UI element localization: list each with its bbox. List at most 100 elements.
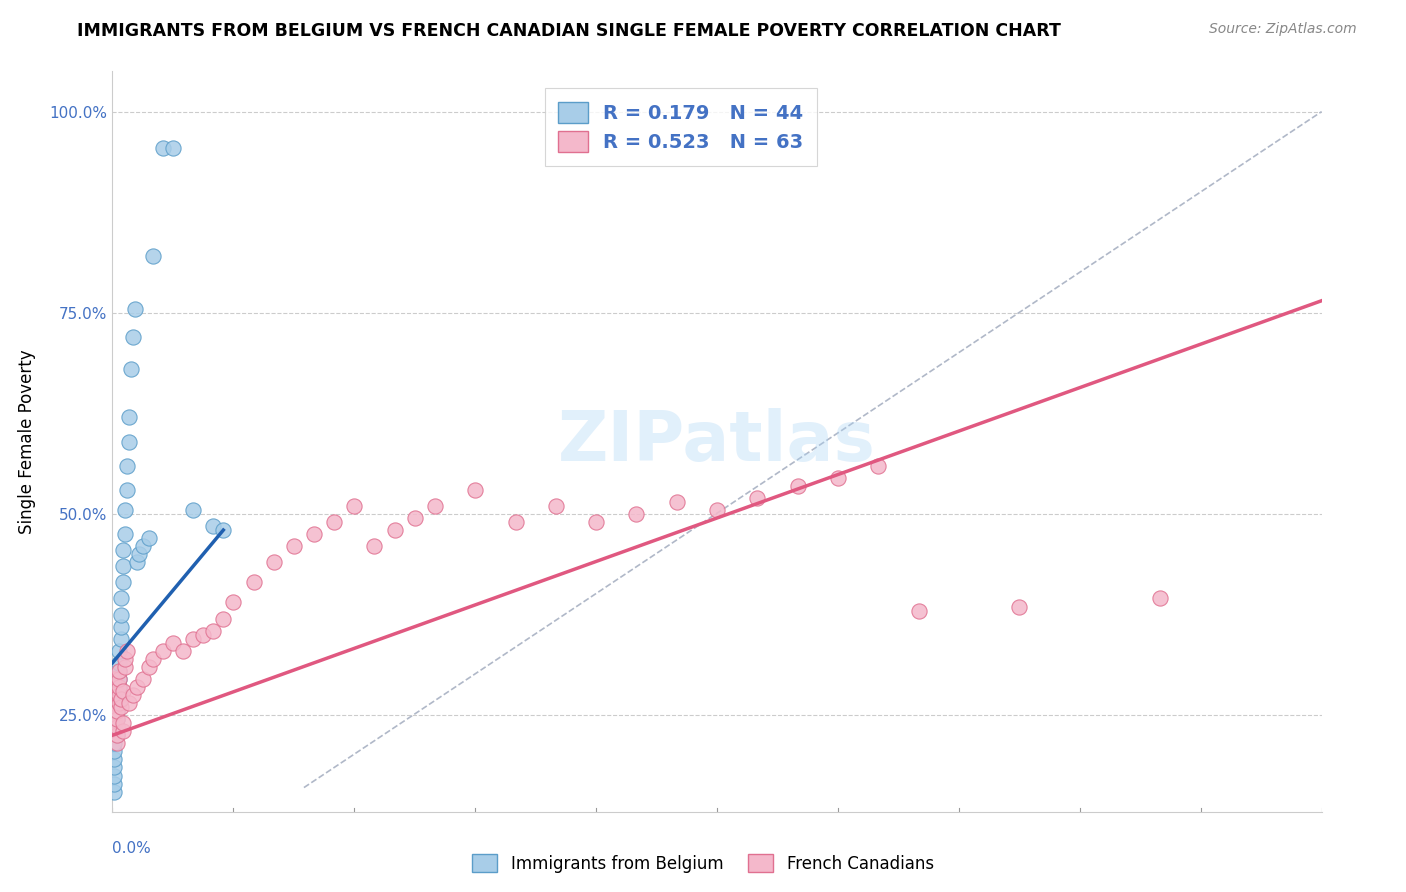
Point [107, 680, 129, 694]
Point [107, 672, 129, 686]
Point [103, 760, 125, 774]
Point [103, 720, 125, 734]
Point [132, 539, 155, 553]
Point [107, 672, 129, 686]
Text: ZIPatlas: ZIPatlas [558, 408, 876, 475]
Point [125, 555, 148, 569]
Point [706, 503, 728, 517]
Point [114, 527, 136, 541]
Point [181, 503, 204, 517]
Point [1008, 599, 1031, 614]
Point [103, 736, 125, 750]
Y-axis label: Single Female Poverty: Single Female Poverty [18, 350, 35, 533]
Point [404, 511, 426, 525]
Point [263, 555, 285, 569]
Point [115, 458, 138, 473]
Point [111, 716, 134, 731]
Point [132, 672, 155, 686]
Point [105, 720, 128, 734]
Point [363, 539, 385, 553]
Point [827, 471, 849, 485]
Point [786, 479, 808, 493]
Point [117, 696, 139, 710]
Point [110, 700, 132, 714]
Point [283, 539, 305, 553]
Point [142, 250, 165, 264]
Point [107, 656, 129, 670]
Point [747, 491, 769, 505]
Point [107, 664, 129, 678]
Point [105, 696, 128, 710]
Point [868, 458, 890, 473]
Point [152, 644, 174, 658]
Point [585, 515, 607, 529]
Point [138, 660, 160, 674]
Point [105, 688, 128, 702]
Point [105, 720, 128, 734]
Point [105, 712, 128, 726]
Point [111, 575, 134, 590]
Point [103, 672, 125, 686]
Point [110, 591, 132, 606]
Point [103, 696, 125, 710]
Point [103, 704, 125, 718]
Point [121, 330, 143, 344]
Point [384, 523, 406, 537]
Point [103, 752, 125, 766]
Point [107, 696, 129, 710]
Text: Source: ZipAtlas.com: Source: ZipAtlas.com [1209, 22, 1357, 37]
Point [162, 141, 184, 155]
Point [105, 704, 128, 718]
Point [107, 664, 129, 678]
Point [1149, 591, 1171, 606]
Point [107, 644, 129, 658]
Point [114, 652, 136, 666]
Point [111, 724, 134, 739]
Point [103, 680, 125, 694]
Point [323, 515, 346, 529]
Text: IMMIGRANTS FROM BELGIUM VS FRENCH CANADIAN SINGLE FEMALE POVERTY CORRELATION CHA: IMMIGRANTS FROM BELGIUM VS FRENCH CANADI… [77, 22, 1062, 40]
Point [125, 680, 148, 694]
Point [103, 744, 125, 758]
Point [544, 499, 567, 513]
Point [105, 728, 128, 742]
Point [242, 575, 264, 590]
Point [105, 736, 128, 750]
Point [111, 559, 134, 574]
Point [105, 712, 128, 726]
Point [120, 362, 142, 376]
Point [115, 483, 138, 497]
Point [202, 519, 225, 533]
Point [212, 523, 235, 537]
Point [124, 301, 146, 316]
Point [114, 660, 136, 674]
Point [103, 688, 125, 702]
Legend: Immigrants from Belgium, French Canadians: Immigrants from Belgium, French Canadian… [465, 847, 941, 880]
Point [665, 495, 688, 509]
Point [117, 410, 139, 425]
Point [107, 680, 129, 694]
Point [110, 619, 132, 633]
Point [138, 531, 160, 545]
Point [115, 644, 138, 658]
Point [105, 704, 128, 718]
Legend: R = 0.179   N = 44, R = 0.523   N = 63: R = 0.179 N = 44, R = 0.523 N = 63 [544, 88, 817, 166]
Point [505, 515, 527, 529]
Point [110, 692, 132, 706]
Point [103, 784, 125, 798]
Point [103, 776, 125, 790]
Text: 0.0%: 0.0% [112, 841, 152, 856]
Point [212, 611, 235, 625]
Point [110, 607, 132, 622]
Point [103, 712, 125, 726]
Point [121, 688, 143, 702]
Point [111, 684, 134, 698]
Point [162, 636, 184, 650]
Point [464, 483, 486, 497]
Point [114, 503, 136, 517]
Point [128, 547, 150, 561]
Point [907, 603, 929, 617]
Point [343, 499, 366, 513]
Point [172, 644, 194, 658]
Point [626, 507, 648, 521]
